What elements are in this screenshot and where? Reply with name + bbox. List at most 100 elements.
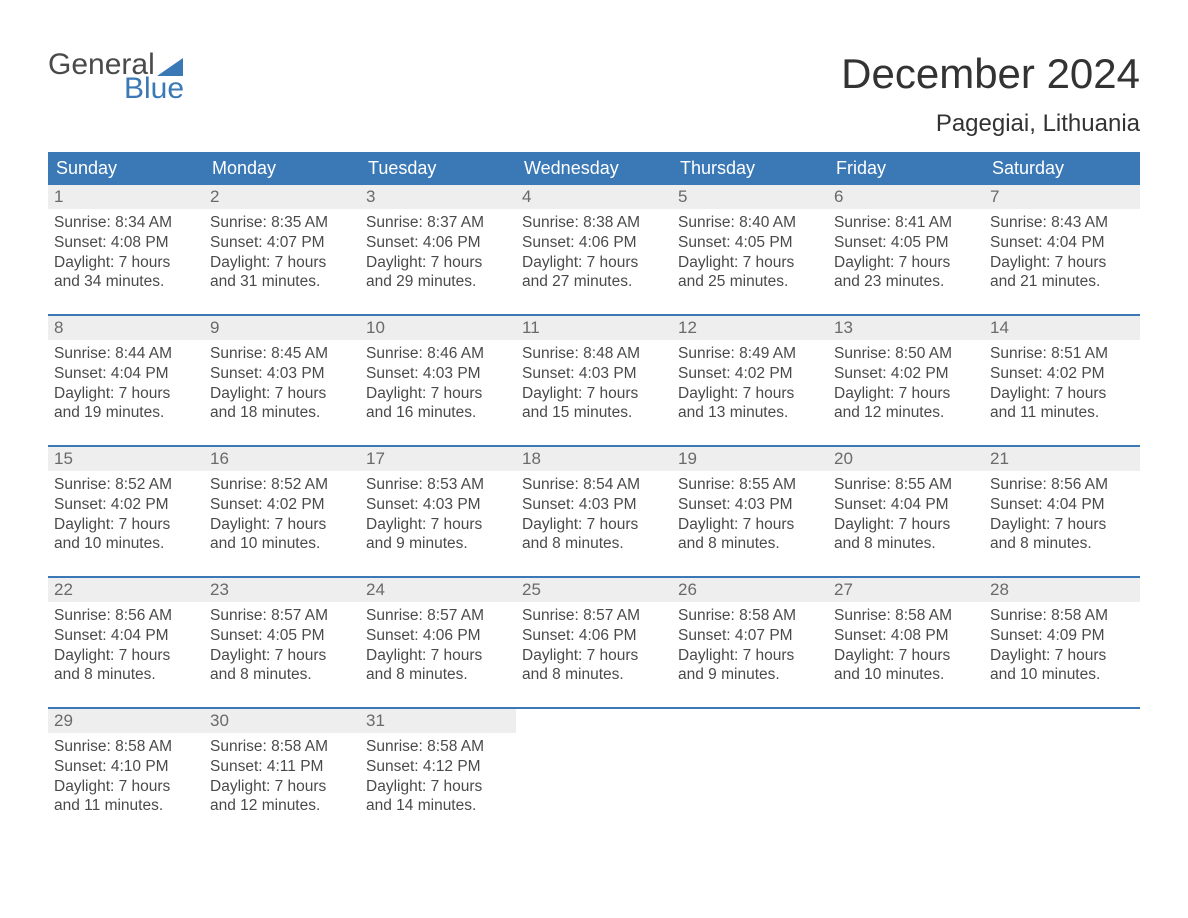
day-details: Sunrise: 8:57 AMSunset: 4:06 PMDaylight:… [360, 602, 516, 691]
day-number: 12 [672, 316, 828, 340]
sunset-line: Sunset: 4:06 PM [522, 233, 666, 253]
calendar-day-cell: 14Sunrise: 8:51 AMSunset: 4:02 PMDayligh… [984, 316, 1140, 446]
sunset-line: Sunset: 4:11 PM [210, 757, 354, 777]
sunrise-line: Sunrise: 8:54 AM [522, 475, 666, 495]
day-details: Sunrise: 8:55 AMSunset: 4:03 PMDaylight:… [672, 471, 828, 560]
sunset-line: Sunset: 4:05 PM [210, 626, 354, 646]
sunrise-line: Sunrise: 8:58 AM [834, 606, 978, 626]
sunrise-line: Sunrise: 8:38 AM [522, 213, 666, 233]
day-number: 20 [828, 447, 984, 471]
day-number: 16 [204, 447, 360, 471]
sunrise-line: Sunrise: 8:56 AM [990, 475, 1134, 495]
calendar-day-cell: 9Sunrise: 8:45 AMSunset: 4:03 PMDaylight… [204, 316, 360, 446]
day-number: 19 [672, 447, 828, 471]
calendar-day-cell: 7Sunrise: 8:43 AMSunset: 4:04 PMDaylight… [984, 185, 1140, 315]
day-number: 23 [204, 578, 360, 602]
calendar-day-cell [828, 709, 984, 839]
sunset-line: Sunset: 4:03 PM [522, 495, 666, 515]
sunrise-line: Sunrise: 8:58 AM [54, 737, 198, 757]
daylight-line: Daylight: 7 hours and 9 minutes. [678, 646, 822, 686]
calendar-day-cell: 19Sunrise: 8:55 AMSunset: 4:03 PMDayligh… [672, 447, 828, 577]
header: General Blue December 2024 [48, 50, 1140, 104]
sunrise-line: Sunrise: 8:57 AM [522, 606, 666, 626]
day-number: 2 [204, 185, 360, 209]
sunrise-line: Sunrise: 8:56 AM [54, 606, 198, 626]
day-details: Sunrise: 8:55 AMSunset: 4:04 PMDaylight:… [828, 471, 984, 560]
day-number: 28 [984, 578, 1140, 602]
sunset-line: Sunset: 4:05 PM [678, 233, 822, 253]
day-number: 25 [516, 578, 672, 602]
sunrise-line: Sunrise: 8:55 AM [678, 475, 822, 495]
sunrise-line: Sunrise: 8:40 AM [678, 213, 822, 233]
sunset-line: Sunset: 4:06 PM [366, 233, 510, 253]
calendar-day-cell: 6Sunrise: 8:41 AMSunset: 4:05 PMDaylight… [828, 185, 984, 315]
calendar-day-cell: 21Sunrise: 8:56 AMSunset: 4:04 PMDayligh… [984, 447, 1140, 577]
daylight-line: Daylight: 7 hours and 21 minutes. [990, 253, 1134, 293]
sunset-line: Sunset: 4:09 PM [990, 626, 1134, 646]
weekday-header: Sunday [48, 152, 204, 185]
calendar-day-cell: 8Sunrise: 8:44 AMSunset: 4:04 PMDaylight… [48, 316, 204, 446]
sunrise-line: Sunrise: 8:58 AM [678, 606, 822, 626]
daylight-line: Daylight: 7 hours and 27 minutes. [522, 253, 666, 293]
daylight-line: Daylight: 7 hours and 34 minutes. [54, 253, 198, 293]
daylight-line: Daylight: 7 hours and 10 minutes. [834, 646, 978, 686]
daylight-line: Daylight: 7 hours and 12 minutes. [210, 777, 354, 817]
location-subtitle: Pagegiai, Lithuania [48, 110, 1140, 138]
calendar-day-cell: 13Sunrise: 8:50 AMSunset: 4:02 PMDayligh… [828, 316, 984, 446]
sunset-line: Sunset: 4:04 PM [990, 495, 1134, 515]
calendar-day-cell: 12Sunrise: 8:49 AMSunset: 4:02 PMDayligh… [672, 316, 828, 446]
brand-logo: General Blue [48, 50, 184, 104]
day-details: Sunrise: 8:48 AMSunset: 4:03 PMDaylight:… [516, 340, 672, 429]
day-details: Sunrise: 8:57 AMSunset: 4:05 PMDaylight:… [204, 602, 360, 691]
daylight-line: Daylight: 7 hours and 18 minutes. [210, 384, 354, 424]
daylight-line: Daylight: 7 hours and 11 minutes. [990, 384, 1134, 424]
sunrise-line: Sunrise: 8:46 AM [366, 344, 510, 364]
sunrise-line: Sunrise: 8:51 AM [990, 344, 1134, 364]
calendar-day-cell: 2Sunrise: 8:35 AMSunset: 4:07 PMDaylight… [204, 185, 360, 315]
day-details: Sunrise: 8:50 AMSunset: 4:02 PMDaylight:… [828, 340, 984, 429]
day-number: 3 [360, 185, 516, 209]
calendar-day-cell: 10Sunrise: 8:46 AMSunset: 4:03 PMDayligh… [360, 316, 516, 446]
calendar-day-cell: 3Sunrise: 8:37 AMSunset: 4:06 PMDaylight… [360, 185, 516, 315]
daylight-line: Daylight: 7 hours and 29 minutes. [366, 253, 510, 293]
day-number: 9 [204, 316, 360, 340]
weekday-header-row: Sunday Monday Tuesday Wednesday Thursday… [48, 152, 1140, 185]
calendar-day-cell: 5Sunrise: 8:40 AMSunset: 4:05 PMDaylight… [672, 185, 828, 315]
daylight-line: Daylight: 7 hours and 12 minutes. [834, 384, 978, 424]
weekday-header: Thursday [672, 152, 828, 185]
day-details: Sunrise: 8:35 AMSunset: 4:07 PMDaylight:… [204, 209, 360, 298]
calendar-day-cell: 31Sunrise: 8:58 AMSunset: 4:12 PMDayligh… [360, 709, 516, 839]
calendar-day-cell: 20Sunrise: 8:55 AMSunset: 4:04 PMDayligh… [828, 447, 984, 577]
sunset-line: Sunset: 4:04 PM [990, 233, 1134, 253]
calendar-week-row: 8Sunrise: 8:44 AMSunset: 4:04 PMDaylight… [48, 316, 1140, 446]
day-details: Sunrise: 8:58 AMSunset: 4:11 PMDaylight:… [204, 733, 360, 822]
daylight-line: Daylight: 7 hours and 9 minutes. [366, 515, 510, 555]
sunset-line: Sunset: 4:03 PM [678, 495, 822, 515]
sunrise-line: Sunrise: 8:50 AM [834, 344, 978, 364]
day-details: Sunrise: 8:56 AMSunset: 4:04 PMDaylight:… [48, 602, 204, 691]
day-details: Sunrise: 8:58 AMSunset: 4:10 PMDaylight:… [48, 733, 204, 822]
day-details: Sunrise: 8:41 AMSunset: 4:05 PMDaylight:… [828, 209, 984, 298]
day-details: Sunrise: 8:37 AMSunset: 4:06 PMDaylight:… [360, 209, 516, 298]
day-number: 8 [48, 316, 204, 340]
day-number: 4 [516, 185, 672, 209]
day-details: Sunrise: 8:57 AMSunset: 4:06 PMDaylight:… [516, 602, 672, 691]
sunset-line: Sunset: 4:03 PM [210, 364, 354, 384]
day-number: 31 [360, 709, 516, 733]
day-number: 15 [48, 447, 204, 471]
brand-word2: Blue [124, 74, 184, 104]
sunrise-line: Sunrise: 8:57 AM [366, 606, 510, 626]
day-number: 13 [828, 316, 984, 340]
daylight-line: Daylight: 7 hours and 10 minutes. [210, 515, 354, 555]
calendar-week-row: 29Sunrise: 8:58 AMSunset: 4:10 PMDayligh… [48, 709, 1140, 839]
daylight-line: Daylight: 7 hours and 31 minutes. [210, 253, 354, 293]
sunset-line: Sunset: 4:12 PM [366, 757, 510, 777]
daylight-line: Daylight: 7 hours and 10 minutes. [54, 515, 198, 555]
sunrise-line: Sunrise: 8:35 AM [210, 213, 354, 233]
day-details: Sunrise: 8:53 AMSunset: 4:03 PMDaylight:… [360, 471, 516, 560]
weekday-header: Tuesday [360, 152, 516, 185]
day-details: Sunrise: 8:49 AMSunset: 4:02 PMDaylight:… [672, 340, 828, 429]
sunset-line: Sunset: 4:10 PM [54, 757, 198, 777]
daylight-line: Daylight: 7 hours and 8 minutes. [834, 515, 978, 555]
day-number: 30 [204, 709, 360, 733]
